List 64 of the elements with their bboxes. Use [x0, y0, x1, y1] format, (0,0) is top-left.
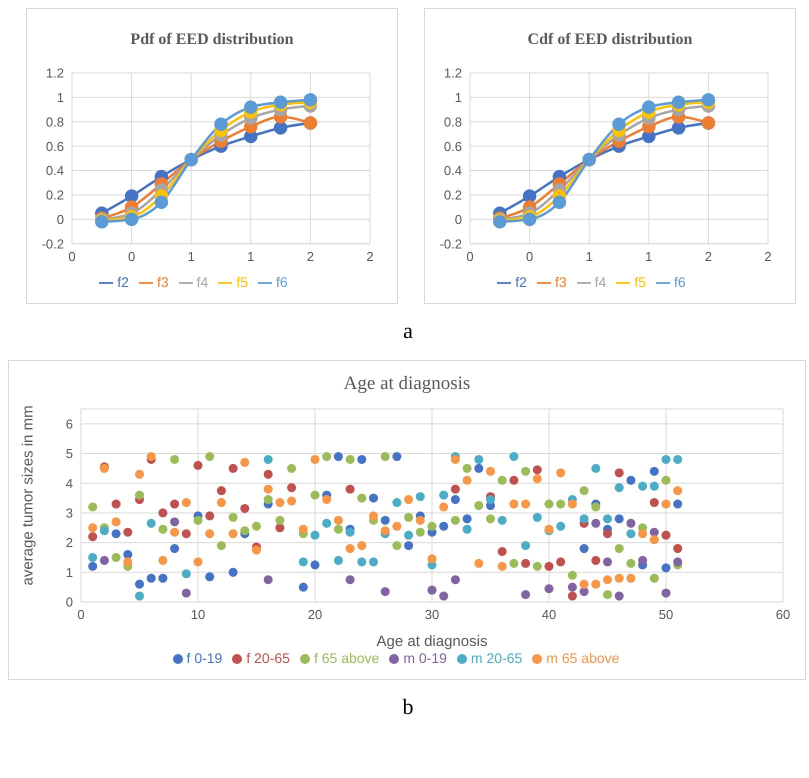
x-tick-label: 1 — [645, 248, 652, 264]
legend-label: f6 — [276, 274, 288, 290]
y-tick-label: 5 — [66, 446, 73, 462]
chart-title: Age at diagnosis — [342, 373, 472, 395]
legend-label: f5 — [236, 274, 248, 290]
legend-label: f 20-65 — [246, 650, 290, 666]
y-tick-label: 0.2 — [46, 188, 64, 203]
y-tick-label: 1 — [454, 90, 462, 105]
y-tick-label: 0.8 — [444, 114, 462, 130]
x-tick-label: 0 — [77, 607, 85, 622]
x-tick-label: 2 — [704, 248, 712, 264]
text: b — [402, 694, 414, 719]
y-tick-label: 1.2 — [444, 66, 462, 81]
legend-label: f 0-19 — [186, 650, 222, 666]
legend-label: f 65 above — [314, 650, 380, 666]
y-tick-label: -0.2 — [42, 236, 64, 252]
x-tick-label: 1 — [247, 248, 254, 264]
y-tick-label: 0 — [66, 594, 73, 610]
x-tick-label: 10 — [190, 607, 206, 622]
x-tick-label: 50 — [658, 607, 674, 622]
x-tick-label: 1 — [586, 248, 593, 264]
chart-title: Pdf of EED distribution — [129, 31, 295, 49]
y-tick-label: 0.6 — [46, 138, 64, 154]
x-axis-title: Age at diagnosis — [376, 633, 488, 650]
y-tick-label: 0.8 — [46, 114, 64, 130]
y-tick-label: 3 — [66, 506, 73, 521]
x-tick-label: 0 — [526, 248, 534, 264]
legend-label: f5 — [634, 274, 646, 290]
legend-label: f3 — [156, 274, 169, 290]
y-tick-label: 0 — [56, 212, 64, 227]
y-axis-title: average tumor sizes in mm — [19, 405, 36, 586]
y-tick-label: 6 — [66, 416, 73, 432]
y-tick-label: 0 — [454, 212, 462, 227]
x-tick-label: 0 — [466, 248, 474, 264]
legend-label: f6 — [674, 274, 686, 290]
legend-label: f2 — [117, 274, 129, 290]
x-tick-label: 0 — [128, 248, 136, 264]
text: a — [403, 318, 413, 343]
legend-label: f2 — [515, 274, 527, 290]
x-tick-label: 30 — [424, 607, 440, 622]
y-tick-label: 0.4 — [444, 163, 462, 178]
y-tick-label: 4 — [66, 476, 73, 491]
y-tick-label: 2 — [66, 535, 73, 550]
y-tick-label: 0.6 — [444, 138, 462, 154]
x-tick-label: 2 — [764, 248, 772, 264]
x-tick-label: 2 — [306, 248, 314, 264]
x-tick-label: 20 — [308, 607, 322, 622]
y-tick-label: -0.2 — [440, 236, 462, 252]
y-tick-label: 1 — [66, 564, 73, 580]
legend-label: m 0-19 — [403, 650, 447, 666]
x-tick-label: 1 — [188, 248, 195, 264]
legend-label: f4 — [594, 274, 606, 290]
y-tick-label: 1.2 — [46, 66, 64, 81]
x-tick-label: 40 — [542, 607, 556, 622]
legend-label: m 65 above — [546, 650, 620, 666]
y-tick-label: 0.2 — [444, 188, 462, 203]
chart-title: Cdf of EED distribution — [526, 31, 694, 49]
y-tick-label: 1 — [56, 90, 64, 105]
legend-label: f3 — [554, 274, 567, 290]
legend-label: f4 — [196, 274, 208, 290]
x-tick-label: 60 — [776, 607, 790, 622]
legend-label: m 20-65 — [470, 650, 522, 666]
y-tick-label: 0.4 — [46, 163, 64, 178]
x-tick-label: 2 — [366, 248, 374, 264]
